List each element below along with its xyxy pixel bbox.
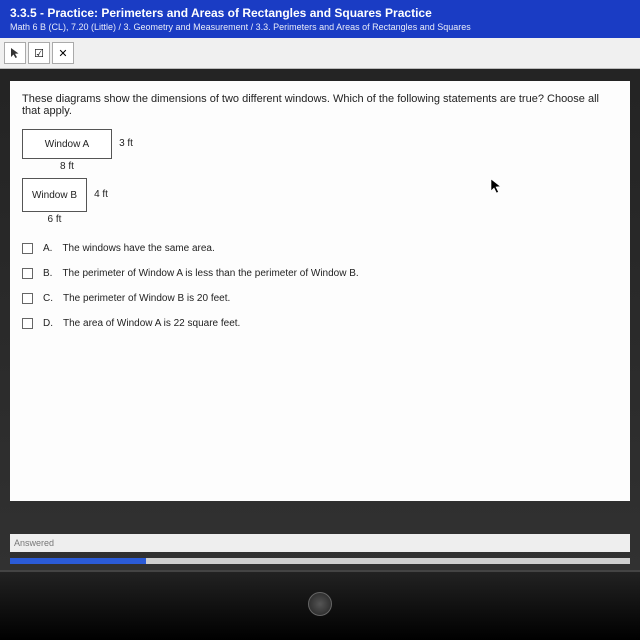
option-d[interactable]: D. The area of Window A is 22 square fee… <box>22 318 618 329</box>
window-b-box: Window B <box>22 178 87 212</box>
status-bar: Answered <box>10 534 630 552</box>
option-b-text: The perimeter of Window A is less than t… <box>62 268 358 279</box>
status-text: Answered <box>14 538 54 548</box>
pointer-button[interactable] <box>4 42 26 64</box>
checkbox-c[interactable] <box>22 293 33 304</box>
option-a-text: The windows have the same area. <box>62 243 214 254</box>
window-a-diagram: Window A 3 ft 8 ft <box>22 129 618 172</box>
option-a[interactable]: A. The windows have the same area. <box>22 243 618 254</box>
hp-logo-icon <box>308 592 332 616</box>
progress-track <box>10 558 630 564</box>
header: 3.3.5 - Practice: Perimeters and Areas o… <box>0 0 640 38</box>
window-b-diagram: Window B 4 ft 6 ft <box>22 178 618 225</box>
window-b-width-label: 6 ft <box>22 214 87 225</box>
checkbox-b[interactable] <box>22 268 33 279</box>
option-d-text: The area of Window A is 22 square feet. <box>63 318 240 329</box>
option-c[interactable]: C. The perimeter of Window B is 20 feet. <box>22 293 618 304</box>
toolbar: ☑ ✕ <box>0 38 640 69</box>
breadcrumb: Math 6 B (CL), 7.20 (Little) / 3. Geomet… <box>10 22 630 32</box>
laptop-bezel <box>0 570 640 640</box>
option-d-letter: D. <box>43 318 53 329</box>
option-b-letter: B. <box>43 268 52 279</box>
app-window: 3.3.5 - Practice: Perimeters and Areas o… <box>0 0 640 640</box>
save-icon: ☑ <box>34 47 44 60</box>
content-area: These diagrams show the dimensions of tw… <box>10 81 630 501</box>
window-a-box: Window A <box>22 129 112 159</box>
checkbox-d[interactable] <box>22 318 33 329</box>
close-icon: ✕ <box>58 47 67 60</box>
pointer-icon <box>10 47 20 59</box>
checkbox-a[interactable] <box>22 243 33 254</box>
option-c-text: The perimeter of Window B is 20 feet. <box>63 293 230 304</box>
options-list: A. The windows have the same area. B. Th… <box>22 243 618 329</box>
save-button[interactable]: ☑ <box>28 42 50 64</box>
option-b[interactable]: B. The perimeter of Window A is less tha… <box>22 268 618 279</box>
question-text: These diagrams show the dimensions of tw… <box>22 93 618 117</box>
option-c-letter: C. <box>43 293 53 304</box>
progress-bar <box>10 558 146 564</box>
page-title: 3.3.5 - Practice: Perimeters and Areas o… <box>10 6 630 20</box>
option-a-letter: A. <box>43 243 52 254</box>
window-b-height-label: 4 ft <box>94 189 108 200</box>
window-a-width-label: 8 ft <box>22 161 112 172</box>
window-a-height-label: 3 ft <box>119 138 133 149</box>
close-button[interactable]: ✕ <box>52 42 74 64</box>
